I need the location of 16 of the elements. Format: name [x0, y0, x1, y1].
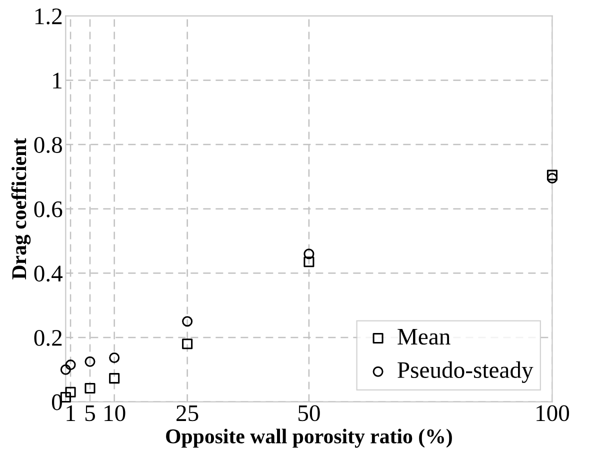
x-tick-label: 10: [104, 405, 126, 422]
y-tick-label: 1.2: [35, 8, 62, 24]
y-tick-label: 0.2: [34, 330, 62, 346]
y-tick-label: 1: [53, 72, 62, 88]
x-tick-label: 100: [536, 405, 570, 422]
y-axis-title: Drag coefficient: [11, 138, 31, 280]
x-tick-label: 5: [85, 405, 95, 422]
y-tick-label: 0.6: [34, 201, 62, 218]
legend-label: Mean: [398, 328, 450, 345]
legend-label: Pseudo-steady: [398, 361, 534, 383]
y-tick-label: 0.4: [34, 266, 63, 282]
x-tick-label: 25: [176, 405, 198, 422]
x-tick-label: 1: [66, 405, 76, 421]
x-axis-title: Opposite wall porosity ratio (%): [166, 428, 452, 448]
y-tick-label: 0.8: [34, 137, 62, 154]
x-tick-label: 50: [298, 405, 320, 422]
